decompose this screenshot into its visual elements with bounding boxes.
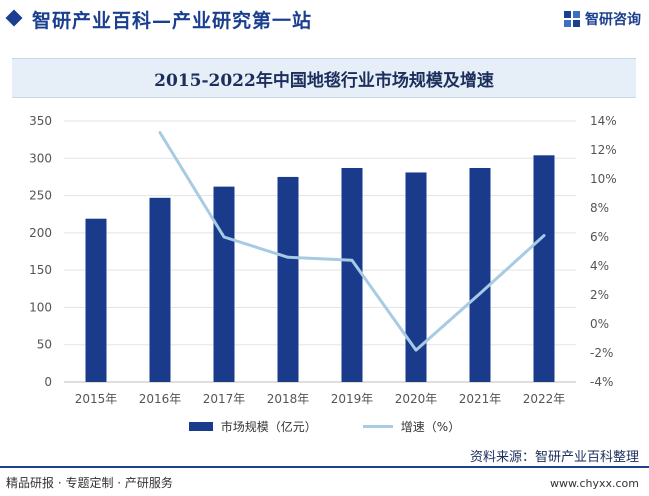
chart-legend: 市场规模（亿元） 增速（%） [0,418,649,435]
legend-item-market-size: 市场规模（亿元） [189,418,317,435]
footer-slogan: 精品研报 · 专题定制 · 产研服务 [6,474,173,491]
y-left-tick-label: 250 [29,189,52,203]
bar [534,155,555,382]
x-tick-label: 2018年 [267,392,310,406]
bar [86,219,107,382]
legend-bar-swatch [189,422,213,431]
footer-url[interactable]: www.chyxx.com [550,477,639,490]
legend-label-market-size: 市场规模（亿元） [221,418,317,435]
bar [214,187,235,382]
legend-line-swatch [363,425,393,428]
y-right-tick-label: 2% [590,288,609,302]
y-right-tick-label: -4% [590,375,613,389]
y-right-tick-label: 14% [590,114,617,128]
y-left-tick-label: 350 [29,114,52,128]
y-right-tick-label: 0% [590,317,609,331]
footer-source: 资料来源：智研产业百科整理 [470,446,639,465]
x-tick-label: 2017年 [203,392,246,406]
y-left-tick-label: 150 [29,263,52,277]
y-right-tick-label: 10% [590,172,617,186]
bar [342,168,363,382]
x-tick-label: 2021年 [459,392,502,406]
x-tick-label: 2022年 [523,392,566,406]
bar [470,168,491,382]
x-tick-label: 2015年 [75,392,118,406]
y-right-tick-label: -2% [590,346,613,360]
x-tick-label: 2019年 [331,392,374,406]
y-left-tick-label: 100 [29,300,52,314]
x-tick-label: 2020年 [395,392,438,406]
y-left-tick-label: 200 [29,226,52,240]
legend-label-growth: 增速（%） [401,418,460,435]
page-footer: 精品研报 · 专题定制 · 产研服务 资料来源：智研产业百科整理 www.chy… [0,466,649,496]
bar [278,177,299,382]
y-right-tick-label: 12% [590,143,617,157]
y-left-tick-label: 50 [37,338,52,352]
bar [150,198,171,382]
y-right-tick-label: 8% [590,201,609,215]
legend-item-growth: 增速（%） [363,418,460,435]
x-tick-label: 2016年 [139,392,182,406]
y-right-tick-label: 4% [590,259,609,273]
y-left-tick-label: 0 [44,375,52,389]
y-right-tick-label: 6% [590,230,609,244]
y-left-tick-label: 300 [29,151,52,165]
